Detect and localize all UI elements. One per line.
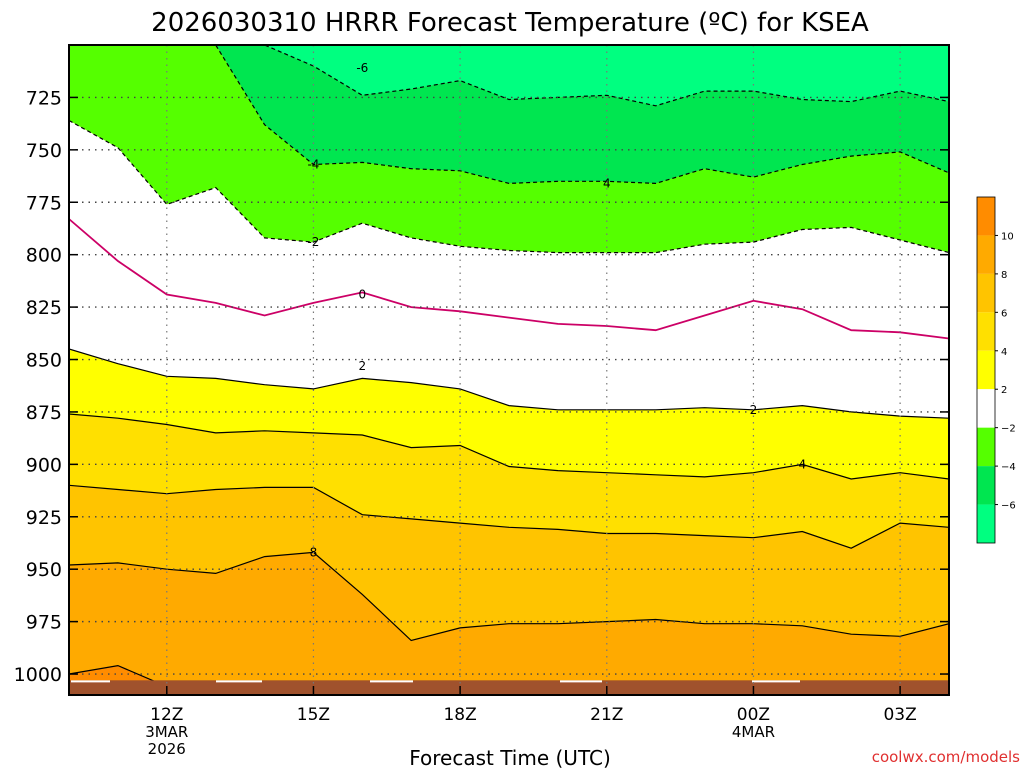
contour-label-8: 8 [310,545,318,559]
ground-strip [69,680,949,695]
y-tick-label-850: 850 [26,350,62,372]
x-axis-label: Forecast Time (UTC) [409,746,611,768]
y-tick-label-1000: 1000 [14,664,62,686]
legend-frame [976,196,996,544]
legend-swatch-4 [977,312,995,351]
x-tick-label-12Z: 12Z [150,705,183,725]
legend-tick-label-0: 10 [1001,231,1014,242]
legend-swatch-8 [977,235,995,274]
legend-swatch-minus2 [977,389,995,428]
x-tick-label-15Z: 15Z [297,705,330,725]
contour-line-6 [69,484,949,549]
legend-swatch-10 [977,197,995,236]
plot-frame [68,44,950,696]
legend-swatch-6 [977,273,995,313]
contour-label-6: 2 [750,403,758,417]
x-tick-label-00Z: 00Z [737,705,770,725]
plot-area: -6 -4 4 -2 0 2 2 4 8 725 750 775 800 825 850 875 900 925 9… [14,44,950,758]
contour-label-7: 4 [799,457,807,471]
x-tick-label-18Z: 18Z [443,705,476,725]
x-tick-label-21Z: 21Z [590,705,623,725]
y-tick-label-800: 800 [26,245,62,267]
contour-label-3: -2 [307,235,319,249]
legend-tick-label-7: −6 [1001,501,1016,512]
contour-line-minus4 [69,45,949,185]
y-tick-label-975: 975 [26,612,62,634]
band-minus2-2 [69,120,949,419]
contour-label-4: 0 [359,288,367,302]
x-tick-label-03Z: 03Z [883,705,916,725]
contour-line-0 [69,218,949,340]
legend-tick-label-3: 4 [1001,347,1007,358]
y-tick-label-925: 925 [26,507,62,529]
band-2-4 [69,349,949,479]
y-tick-label-900: 900 [26,454,62,476]
band-minus4-minus2 [69,45,949,253]
chart-title: 2026030310 HRRR Forecast Temperature (ºC… [151,8,869,38]
legend-swatch-minus6 [977,466,995,505]
contour-line-minus6 [69,45,949,107]
y-tick-label-775: 775 [26,192,62,214]
x-tick-sublabel-2026: 2026 [148,740,186,758]
legend-tick-label-6: −4 [1001,462,1016,473]
band-minus6-minus4 [69,45,949,184]
contour-label-0: -6 [356,61,368,75]
band-4-6 [69,414,949,549]
credit-text: coolwx.com/models [872,748,1020,766]
band-6-8 [69,485,949,641]
contour-label-1: -4 [307,158,319,172]
legend-swatch-minus8 [977,504,995,543]
legend-tick-label-2: 6 [1001,308,1007,319]
contour-line-4 [69,413,949,480]
y-tick-label-875: 875 [26,402,62,424]
contour-label-5: 2 [359,359,367,373]
legend-swatch-2 [977,350,995,390]
legend-tick-label-1: 8 [1001,270,1007,281]
legend-tick-label-5: −2 [1001,424,1016,435]
contour-line-minus2 [69,119,949,254]
legend-swatch-minus4 [977,427,995,467]
x-tick-sublabel-4MAR: 4MAR [732,723,775,741]
legend-tick-label-4: 2 [1001,385,1007,396]
contour-label-2: 4 [603,176,611,190]
contour-line-2 [69,348,949,419]
grid-lines [69,45,949,695]
color-legend: 10 8 6 4 2 −2 −4 −6 [976,196,1016,544]
y-tick-label-950: 950 [26,559,62,581]
y-tick-label-825: 825 [26,297,62,319]
fill-bands [69,45,949,695]
y-tick-label-750: 750 [26,140,62,162]
y-tick-label-725: 725 [26,87,62,109]
contour-line-8 [69,551,949,642]
x-tick-sublabel-3MAR: 3MAR [145,723,188,741]
